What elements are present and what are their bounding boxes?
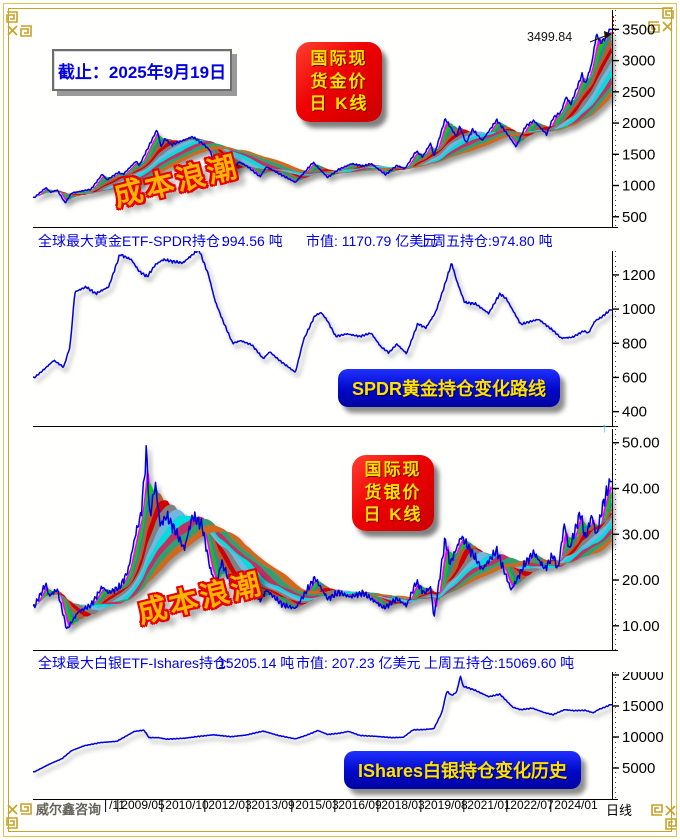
y-tick-label: 20.00 [622, 572, 660, 589]
gold-peak-annotation: 3499.84 [527, 30, 573, 44]
y-tick-label: 800 [622, 335, 647, 352]
time-axis-label: 2015/03 [291, 799, 339, 812]
badge-line: 货银价 [364, 482, 422, 502]
annotation-arrow-icon [589, 31, 612, 43]
as-of-date-box: 截止：2025年9月19日 [52, 49, 232, 91]
y-tick-label: 600 [622, 369, 647, 386]
spdr-route-badge: SPDR黄金持仓变化路线 [338, 369, 561, 407]
ishares-holdings-chart[interactable]: 5000 10000 15000 20000 [33, 672, 670, 813]
silver-etf-lastfriday: 上周五持仓:15069.60 吨 [424, 655, 575, 671]
y-tick-label: 1200 [622, 267, 655, 284]
y-tick-label: 5000 [622, 760, 655, 777]
y-tick-label: 1000 [622, 178, 655, 195]
silver-kline-badge: 国际现 货银价 日 K线 [352, 455, 434, 531]
gold-kline-badge: 国际现 货金价 日 K线 [296, 42, 382, 122]
y-tick-label: 2500 [622, 84, 655, 101]
time-axis-label: 2013/09 [247, 799, 295, 812]
silver-etf-marketcap: 市值: 207.23 亿美元 [296, 655, 421, 671]
y-tick-label: 10.00 [622, 618, 660, 635]
period-label: 日线 [606, 803, 633, 818]
time-axis-labels: /11 2009/05 2010/10 2012/03 2013/09 2015/03 20… [0, 799, 680, 815]
time-axis-label: 2010/10 [161, 799, 209, 812]
y-tick-label: 500 [622, 209, 647, 226]
gold-etf-stats-row: 全球最大黄金ETF-SPDR持仓： 994.56 吨 市值: 1170.79 亿… [0, 231, 655, 251]
time-axis-label: 2016/09 [334, 799, 382, 812]
time-axis-label: 2018/03 [377, 799, 425, 812]
axis-handle-icon: ↑ [601, 420, 608, 435]
time-axis-label: 2024/01 [550, 799, 598, 812]
badge-line: 货金价 [310, 71, 368, 91]
gold-etf-marketcap: 市值: 1170.79 亿美元 [306, 233, 438, 249]
y-tick-label: 40.00 [622, 481, 660, 498]
y-tick-label: 400 [622, 404, 647, 421]
ishares-history-badge: IShares白银持仓变化历史 [344, 751, 582, 789]
gold-etf-holdings-value: 994.56 吨 [222, 233, 283, 249]
y-tick-label: 1500 [622, 146, 655, 163]
silver-price-chart[interactable]: 10.00 20.00 30.00 40.00 50.00 [33, 429, 670, 653]
watermark: 威尔鑫咨询 [36, 802, 102, 817]
gold-etf-lastfriday: 上周五持仓:974.80 吨 [418, 233, 553, 249]
time-axis-label: 2021/01 [463, 799, 511, 812]
y-tick-label: 30.00 [622, 526, 660, 543]
y-tick-label: 15000 [622, 698, 664, 715]
badge-line: 国际现 [310, 48, 368, 68]
y-tick-label: 10000 [622, 729, 664, 746]
y-tick-label: 20000 [622, 672, 664, 684]
badge-line: 日 K线 [363, 505, 423, 525]
gold-etf-holdings-label: 全球最大黄金ETF-SPDR持仓： [38, 233, 234, 249]
y-tick-label: 3000 [622, 53, 655, 70]
badge-line: 国际现 [364, 459, 422, 479]
y-tick-label: 3500 [622, 21, 655, 38]
time-axis-label: 2012/03 [204, 799, 252, 812]
silver-etf-holdings-value: 15205.14 吨 [218, 655, 295, 671]
y-tick-label: 1000 [622, 301, 655, 318]
time-axis-label: /11 [105, 799, 125, 812]
y-tick-label: 50.00 [622, 435, 660, 452]
silver-etf-stats-row: 全球最大白银ETF-Ishares持仓: 15205.14 吨 市值: 207.… [0, 653, 655, 673]
gold-price-chart[interactable]: 500 1000 1500 2000 2500 3000 3500 [33, 10, 670, 231]
spdr-holdings-chart[interactable]: 400 600 800 1000 1200 [33, 251, 670, 429]
silver-etf-holdings-label: 全球最大白银ETF-Ishares持仓: [38, 655, 231, 671]
time-axis-label: 2019/08 [420, 799, 468, 812]
badge-line: 日 K线 [309, 94, 369, 114]
time-axis-label: 2009/05 [117, 799, 165, 812]
y-tick-label: 2000 [622, 115, 655, 132]
time-axis-label: 2022/07 [506, 799, 554, 812]
